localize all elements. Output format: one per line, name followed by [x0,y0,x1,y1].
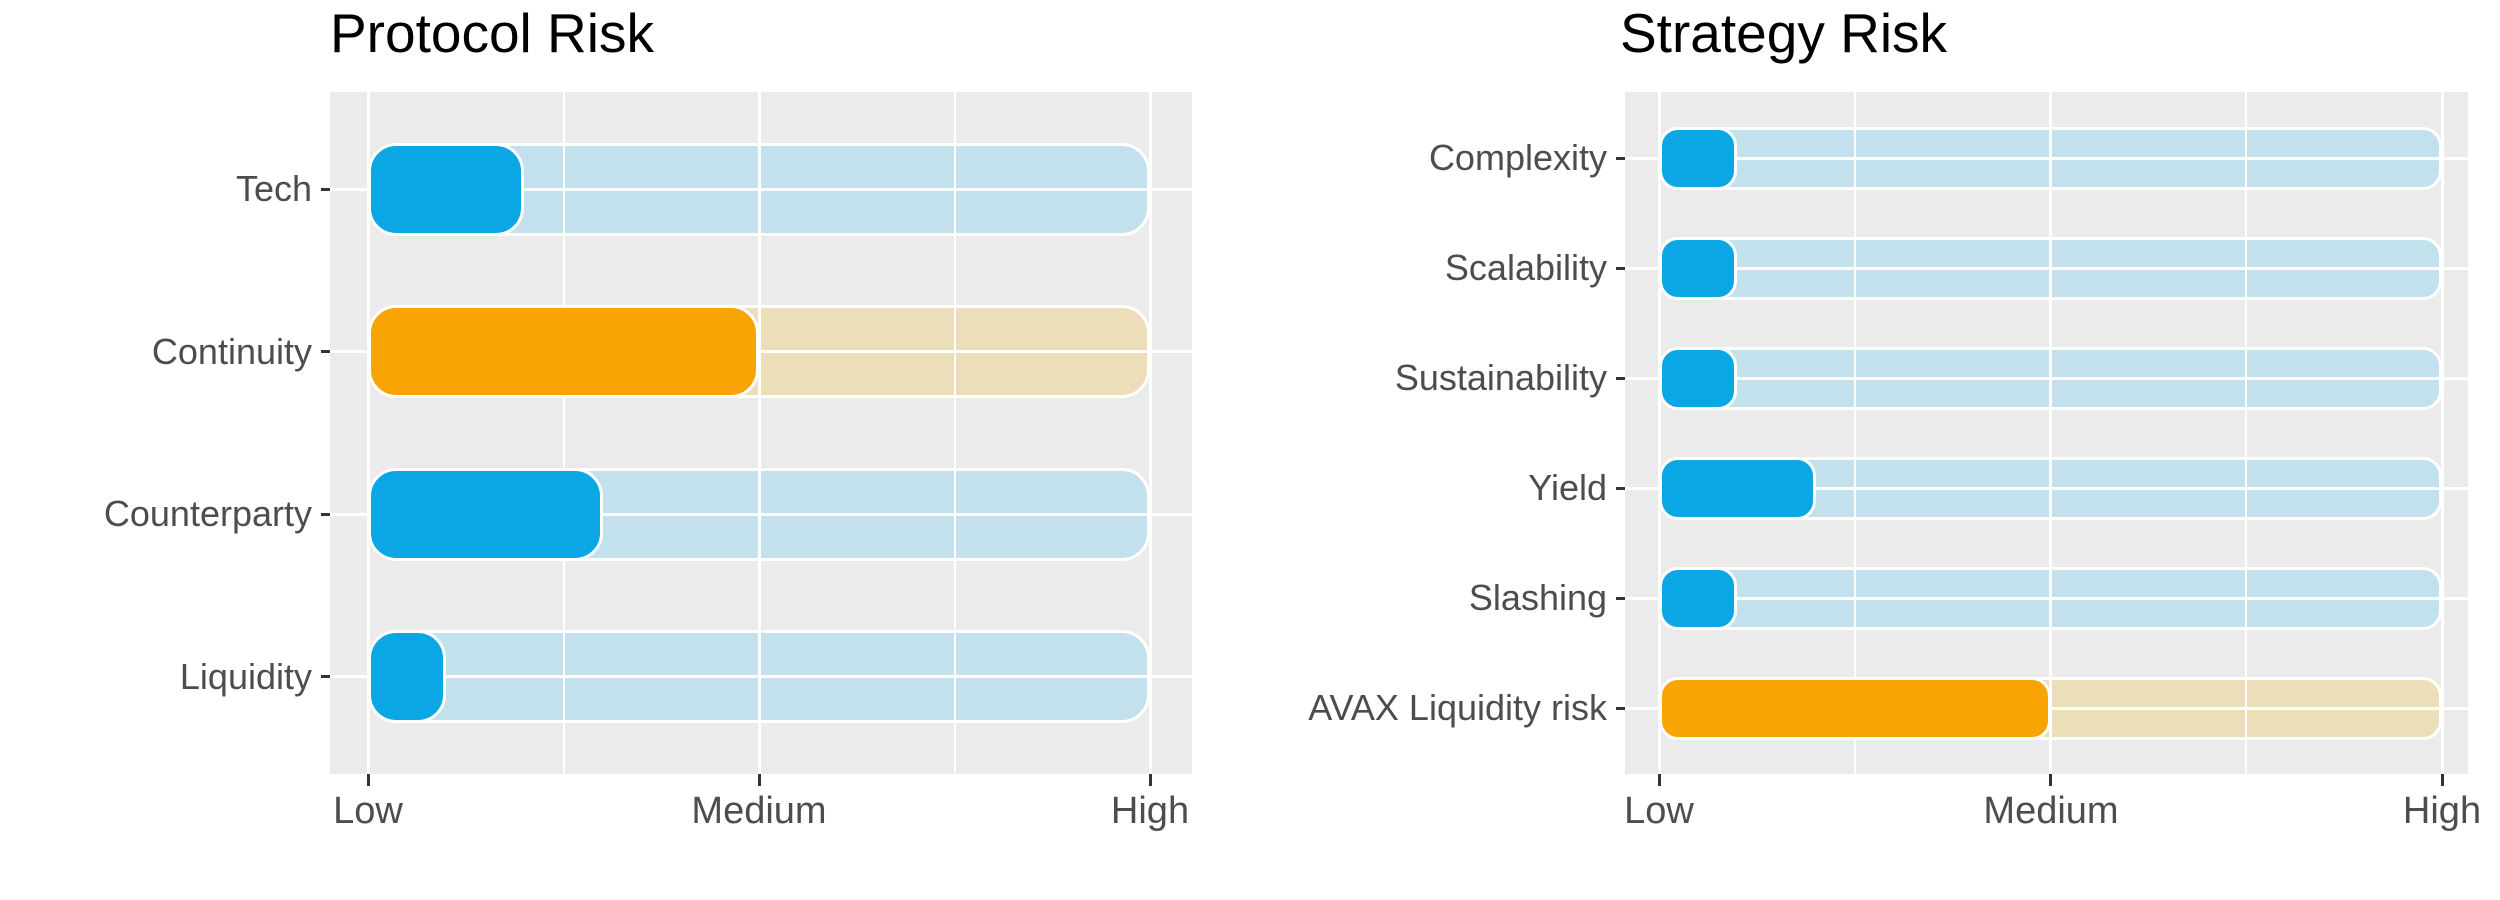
bar-fill [368,630,446,723]
bar-fill [368,305,759,398]
y-axis-tick [321,675,330,678]
category-label: Complexity [1428,137,1607,178]
gridline-major-vertical [2049,92,2052,774]
x-axis-label: Medium [691,790,827,832]
gridline-major-horizontal [330,350,1192,353]
x-axis-tick [367,774,370,786]
y-axis-tick [321,513,330,516]
bar-fill [1659,127,1737,190]
chart-title-strategy-risk: Strategy Risk [1620,2,1948,64]
y-axis-tick [321,188,330,191]
gridline-minor-vertical [2245,92,2247,774]
plot-panel [1625,92,2468,774]
category-label: Yield [1528,467,1607,508]
chart-title-protocol-risk: Protocol Risk [330,2,654,64]
x-axis-label: Medium [1983,790,2119,832]
y-axis-tick [1616,487,1625,490]
bar-fill [1659,237,1737,300]
gridline-minor-vertical [1854,92,1856,774]
x-axis-tick [2441,774,2444,786]
x-axis-label: High [1110,790,1190,832]
x-axis-tick [1149,774,1152,786]
gridline-major-horizontal [330,513,1192,516]
bar-fill [368,143,524,236]
category-label: AVAX Liquidity risk [1308,687,1607,728]
category-label: Counterparty [103,493,312,534]
category-label: Slashing [1468,577,1607,618]
x-axis-label: Low [1624,790,1694,832]
gridline-major-horizontal [1625,377,2468,380]
bar-fill [1659,347,1737,410]
gridline-major-vertical [2441,92,2444,774]
gridline-major-horizontal [1625,267,2468,270]
gridline-major-horizontal [1625,157,2468,160]
category-label: Liquidity [179,656,312,697]
gridline-minor-vertical [954,92,956,774]
category-label: Sustainability [1394,357,1607,398]
x-axis-label: Low [333,790,403,832]
category-label: Continuity [151,331,312,372]
gridline-major-vertical [758,92,761,774]
y-axis-tick [1616,707,1625,710]
bar-fill [1659,567,1737,630]
x-axis-tick [1658,774,1661,786]
gridline-major-horizontal [330,675,1192,678]
gridline-major-vertical [1658,92,1661,774]
gridline-minor-vertical [563,92,565,774]
y-axis-tick [321,350,330,353]
y-axis-tick [1616,157,1625,160]
gridline-major-vertical [1149,92,1152,774]
y-axis-tick [1616,377,1625,380]
gridline-major-horizontal [1625,597,2468,600]
x-axis-tick [758,774,761,786]
bar-fill [368,468,603,561]
x-axis-label: High [2402,790,2482,832]
gridline-major-horizontal [330,188,1192,191]
category-label: Scalability [1444,247,1607,288]
gridline-major-vertical [367,92,370,774]
bar-fill [1659,677,2051,740]
category-label: Tech [235,168,312,209]
bar-fill [1659,457,1816,520]
gridline-major-horizontal [1625,487,2468,490]
x-axis-tick [2049,774,2052,786]
y-axis-tick [1616,597,1625,600]
y-axis-tick [1616,267,1625,270]
